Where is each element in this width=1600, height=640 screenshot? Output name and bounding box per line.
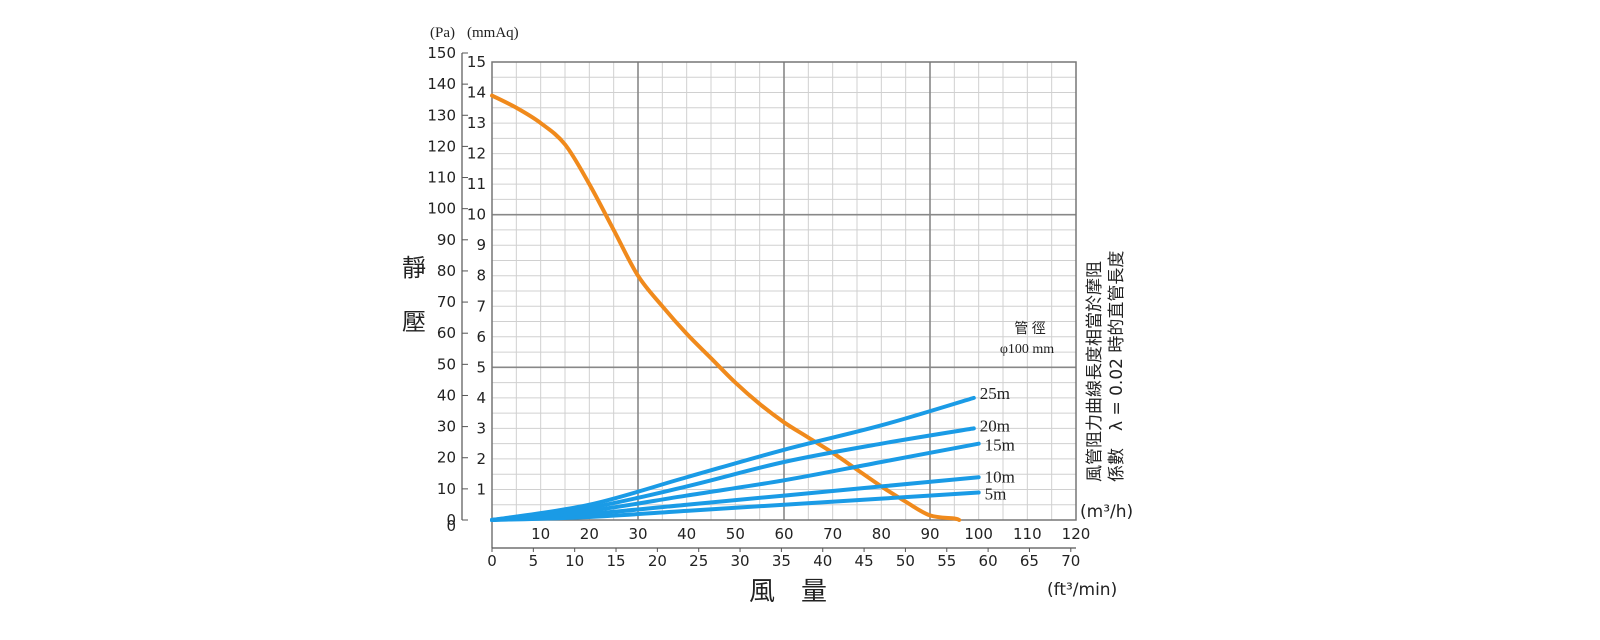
pa-tick-label: 20 [437, 449, 456, 467]
series-layer [490, 93, 981, 522]
m3h-tick-label: 110 [1013, 525, 1042, 543]
mmaq-tick-label: 1 [476, 480, 486, 498]
pa-tick-label: 10 [437, 480, 456, 498]
pa-tick-label: 90 [437, 231, 456, 249]
ylabel-char-2: 壓 [402, 310, 426, 336]
mmaq-tick-label: 15 [467, 53, 486, 71]
series-15m-line [490, 441, 981, 522]
mmaq-unit-label: (mmAq) [467, 25, 519, 41]
series-label-5m: 5m [985, 485, 1007, 504]
m3h-tick-label: 30 [628, 525, 647, 543]
mmaq-tick-label: 14 [467, 84, 486, 102]
series-label-10m: 10m [985, 467, 1015, 486]
pa-tick-label: 50 [437, 355, 456, 373]
pa-tick-label: 140 [427, 75, 456, 93]
m3h-tick-label: 10 [531, 525, 550, 543]
series-label-25m: 25m [980, 384, 1010, 403]
m3h-tick-label: 80 [872, 525, 891, 543]
m3h-tick-label: 40 [677, 525, 696, 543]
m3h-tick-label: 90 [920, 525, 939, 543]
mmaq-tick-label: 11 [467, 175, 486, 193]
ft3-tick-label: 20 [648, 552, 667, 570]
pa-unit-label: (Pa) [430, 25, 455, 41]
mmaq-tick-label: 13 [467, 114, 486, 132]
m3h-tick-label: 120 [1062, 525, 1091, 543]
mmaq-tick-label: 10 [467, 206, 486, 224]
pa-tick-label: 150 [427, 44, 456, 62]
ft3-tick-label: 5 [529, 552, 539, 570]
ft3-tick-label: 50 [896, 552, 915, 570]
m3h-tick-label: 20 [580, 525, 599, 543]
mmaq-tick-label: 8 [476, 267, 486, 285]
m3h-tick-label: 50 [726, 525, 745, 543]
origin-zero-label: 0 [446, 517, 456, 535]
series-fan-line [490, 93, 962, 522]
pa-tick-label: 40 [437, 386, 456, 404]
pa-tick-label: 0 [446, 511, 456, 529]
series-20m-line [490, 426, 976, 522]
series-5m-line [490, 490, 981, 522]
ft3-tick-label: 10 [565, 552, 584, 570]
mmaq-tick-label: 5 [476, 358, 486, 376]
pa-tick-label: 130 [427, 106, 456, 124]
ft3-tick-label: 65 [1020, 552, 1039, 570]
ft3-tick-label: 45 [855, 552, 874, 570]
m3h-tick-label: 70 [823, 525, 842, 543]
mmaq-tick-label: 4 [476, 389, 486, 407]
pa-tick-label: 110 [427, 169, 456, 187]
ft3-tick-label: 30 [731, 552, 750, 570]
plot-frame [491, 61, 1077, 521]
ft3-tick-label: 60 [979, 552, 998, 570]
pa-tick-label: 60 [437, 324, 456, 342]
ft3-axis: 0 5 10 15 20 25 30 35 40 45 50 55 60 65 70 [487, 547, 1080, 570]
pipe-value: φ100 mm [1000, 342, 1054, 357]
pa-axis: 0 10 20 30 40 50 60 70 80 90 100 110 120 130 140 150 [427, 44, 468, 529]
ft3-tick-label: 55 [937, 552, 956, 570]
major-grid [492, 62, 1076, 520]
pipe-label: 管 徑 [1014, 321, 1046, 337]
m3h-axis: 10 20 30 40 50 60 70 80 90 100 110 120 0 [446, 517, 1090, 548]
ylabel-char-1: 靜 [402, 255, 426, 282]
mmaq-tick-label: 7 [476, 297, 486, 315]
pa-tick-label: 120 [427, 137, 456, 155]
pa-tick-label: 30 [437, 418, 456, 436]
ft3-tick-label: 0 [487, 552, 497, 570]
series-label-20m: 20m [980, 416, 1010, 435]
ft3-tick-label: 25 [689, 552, 708, 570]
m3h-tick-label: 60 [774, 525, 793, 543]
ft3-tick-label: 15 [606, 552, 625, 570]
series-25m-line [490, 395, 976, 522]
ft3min-unit-label: (ft³/min) [1047, 580, 1117, 600]
m3h-unit-label: (m³/h) [1080, 502, 1133, 522]
mmaq-tick-label: 2 [476, 450, 486, 468]
mmaq-tick-label: 12 [467, 145, 486, 163]
x-axis-title: 風 量 [749, 577, 827, 606]
m3h-tick-label: 100 [964, 525, 993, 543]
ft3-tick-label: 35 [772, 552, 791, 570]
series-label-15m: 15m [985, 436, 1015, 455]
pa-tick-label: 70 [437, 293, 456, 311]
ft3-tick-label: 70 [1061, 552, 1080, 570]
series-10m-line [490, 475, 981, 522]
pa-tick-label: 100 [427, 200, 456, 218]
note-line-2: 係數 λ = 0.02 時的直管長度 [1107, 251, 1127, 482]
note-line-1: 風管阻力曲線長度相當於摩阻 [1085, 261, 1105, 482]
ft3-tick-label: 40 [813, 552, 832, 570]
mmaq-tick-label: 3 [476, 419, 486, 437]
pa-tick-label: 80 [437, 262, 456, 280]
mmaq-tick-label: 9 [476, 236, 486, 254]
mmaq-tick-label: 6 [476, 328, 486, 346]
